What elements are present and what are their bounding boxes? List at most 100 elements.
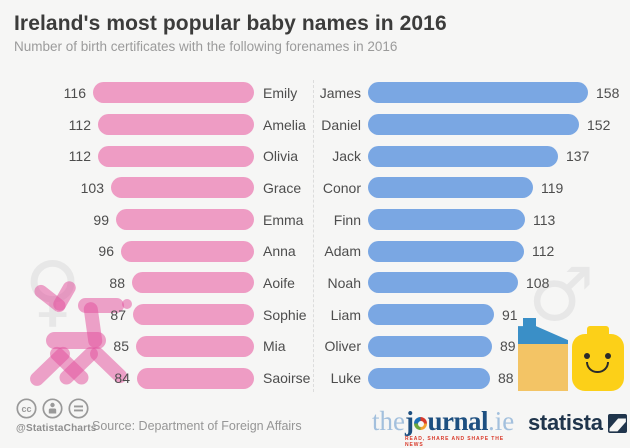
bar-category-label: Aoife bbox=[263, 274, 295, 291]
boys-bar-row: James 158 bbox=[315, 77, 630, 109]
boys-bar bbox=[368, 304, 494, 326]
bar-value: 99 bbox=[93, 211, 109, 228]
girls-bar bbox=[132, 272, 254, 294]
svg-text:cc: cc bbox=[21, 404, 31, 414]
bar-category-label: Noah bbox=[327, 274, 361, 291]
lego-head-icon bbox=[572, 326, 624, 391]
bar-value: 103 bbox=[80, 179, 104, 196]
balloon-dog-head bbox=[78, 298, 124, 313]
boys-bar-chart: James 158 Daniel 152 Jack 137 Conor 119 Finn 113 A… bbox=[315, 77, 630, 395]
bar-value: 84 bbox=[114, 370, 130, 387]
bar-value: 89 bbox=[500, 338, 516, 355]
bar-category-label: Jack bbox=[332, 148, 361, 165]
girls-bar-row: 112 Amelia bbox=[0, 109, 313, 141]
statista-logo[interactable]: statista bbox=[528, 410, 627, 436]
bar-category-label: Daniel bbox=[321, 116, 361, 133]
statista-charts-handle[interactable]: @StatistaCharts bbox=[16, 423, 97, 434]
boys-bar bbox=[368, 114, 579, 136]
bar-category-label: Oliver bbox=[324, 338, 361, 355]
bar-value: 88 bbox=[109, 274, 125, 291]
equal-icon bbox=[68, 398, 89, 419]
bar-value: 158 bbox=[596, 84, 620, 101]
lego-eye bbox=[605, 353, 611, 359]
boys-bar bbox=[368, 145, 558, 167]
girls-bar-row: 96 Anna bbox=[0, 235, 313, 267]
bar-category-label: Adam bbox=[324, 243, 361, 260]
boys-bar-row: Conor 119 bbox=[315, 172, 630, 204]
bar-category-label: Saoirse bbox=[263, 370, 311, 387]
lego-eye bbox=[584, 353, 590, 359]
chart-divider bbox=[313, 80, 314, 392]
chart-header: Ireland's most popular baby names in 201… bbox=[14, 12, 614, 54]
balloon-dog-illustration bbox=[12, 278, 134, 395]
girls-bar-row: 84 Saoirse bbox=[0, 362, 313, 394]
boys-bar-row: Jack 137 bbox=[315, 140, 630, 172]
bar-value: 96 bbox=[98, 243, 114, 260]
boys-bar-row: Luke 88 bbox=[315, 362, 630, 394]
male-symbol-icon: ♂ bbox=[528, 252, 595, 338]
girls-bar bbox=[136, 335, 254, 357]
page-subtitle: Number of birth certificates with the fo… bbox=[14, 39, 398, 54]
girls-bar-row: 116 Emily bbox=[0, 77, 313, 109]
bar-value: 91 bbox=[502, 306, 518, 323]
journal-logo-j: j bbox=[405, 406, 414, 436]
bar-category-label: Liam bbox=[330, 306, 361, 323]
girls-bar bbox=[111, 177, 254, 199]
girls-bar-row: 87 Sophie bbox=[0, 299, 313, 331]
girls-bar-row: 103 Grace bbox=[0, 172, 313, 204]
girls-bar-row: 99 Emma bbox=[0, 204, 313, 236]
bar-value: 112 bbox=[68, 148, 91, 165]
creative-commons-icons[interactable]: cc bbox=[16, 398, 89, 419]
journal-logo-ie: .ie bbox=[488, 406, 515, 436]
thejournal-logo[interactable]: thej urnal.ie READ, SHARE AND SHAPE THE N… bbox=[372, 408, 522, 448]
bar-category-label: Anna bbox=[263, 243, 296, 260]
bar-category-label: Mia bbox=[263, 338, 286, 355]
bar-category-label: Finn bbox=[333, 211, 361, 228]
bar-category-label: James bbox=[319, 84, 361, 101]
bar-category-label: Conor bbox=[322, 179, 361, 196]
bar-category-label: Amelia bbox=[263, 116, 306, 133]
statista-wordmark: statista bbox=[528, 410, 603, 435]
girls-bar bbox=[98, 114, 254, 136]
girls-bar bbox=[121, 240, 254, 262]
boys-bar bbox=[368, 272, 518, 294]
bar-value: 137 bbox=[566, 148, 590, 165]
girls-bar-row: 112 Olivia bbox=[0, 140, 313, 172]
statista-logo-icon bbox=[607, 413, 627, 433]
girls-bar-row: 88 Aoife bbox=[0, 267, 313, 299]
bar-category-label: Grace bbox=[263, 179, 302, 196]
boys-bar-row: Daniel 152 bbox=[315, 109, 630, 141]
girls-bar bbox=[116, 209, 254, 231]
girls-bar bbox=[133, 304, 254, 326]
lego-illustration bbox=[516, 316, 626, 392]
boys-bar bbox=[368, 335, 492, 357]
boys-bar-row: Finn 113 bbox=[315, 204, 630, 236]
bar-value: 108 bbox=[526, 274, 550, 291]
girls-bar bbox=[98, 145, 254, 167]
lego-yellow-brick bbox=[518, 344, 568, 391]
girls-bar bbox=[93, 82, 254, 104]
boys-bar-row: Oliver 89 bbox=[315, 331, 630, 363]
page-title: Ireland's most popular baby names in 201… bbox=[14, 12, 447, 35]
journal-logo-urnal: urnal bbox=[427, 406, 489, 436]
girls-bar-row: 85 Mia bbox=[0, 331, 313, 363]
lego-head-stud bbox=[587, 326, 609, 336]
bar-category-label: Emma bbox=[263, 211, 304, 228]
journal-logo-o-ring-icon bbox=[414, 417, 427, 430]
bar-value: 85 bbox=[113, 338, 129, 355]
girls-bar-chart: 116 Emily 112 Amelia 112 Olivia 103 Grace 99 Emma… bbox=[0, 77, 313, 395]
bar-category-label: Olivia bbox=[263, 148, 299, 165]
bar-value: 112 bbox=[532, 243, 555, 260]
attribution-icon bbox=[42, 398, 63, 419]
boys-bar-row: Noah 108 bbox=[315, 267, 630, 299]
bar-category-label: Luke bbox=[330, 370, 361, 387]
bar-value: 87 bbox=[110, 306, 126, 323]
bar-value: 88 bbox=[498, 370, 514, 387]
boys-bar bbox=[368, 209, 525, 231]
girls-bar bbox=[137, 367, 254, 389]
boys-bar bbox=[368, 82, 588, 104]
bar-value: 112 bbox=[68, 116, 91, 133]
boys-bar-row: Adam 112 bbox=[315, 235, 630, 267]
bar-category-label: Sophie bbox=[263, 306, 307, 323]
bar-value: 152 bbox=[587, 116, 611, 133]
